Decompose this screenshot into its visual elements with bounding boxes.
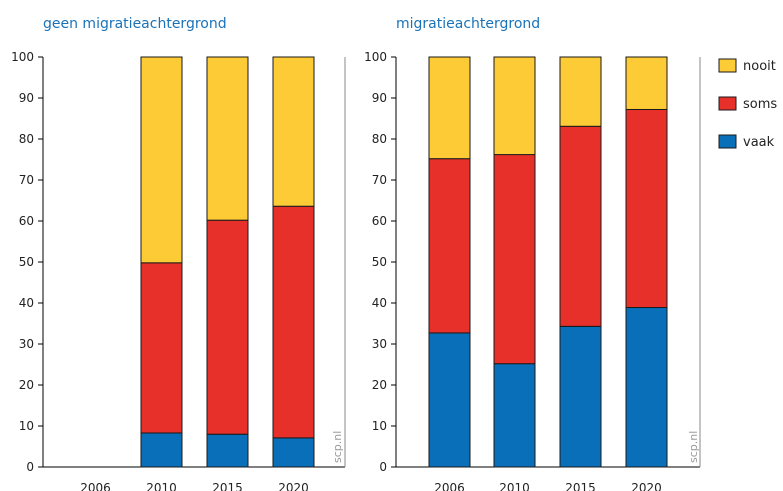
- bar-nooit-2015: [559, 56, 602, 127]
- legend-label-nooit: nooit: [743, 59, 776, 74]
- y-tick-label: 100: [11, 50, 34, 64]
- bar-vaak-2010: [140, 432, 183, 468]
- bar-soms-2015: [206, 219, 249, 435]
- x-tick-label: 2015: [212, 481, 243, 491]
- y-tick-label: 20: [372, 378, 387, 392]
- bar-vaak-2015: [206, 433, 249, 468]
- bar-vaak-2020: [625, 307, 668, 468]
- bar-soms-2010: [140, 262, 183, 434]
- y-tick-label: 30: [372, 337, 387, 351]
- bar-soms-2020: [272, 205, 315, 439]
- y-tick-label: 60: [372, 214, 387, 228]
- bar-nooit-2020: [272, 56, 315, 207]
- bar-nooit-2010: [140, 56, 183, 264]
- x-tick-label: 2010: [146, 481, 177, 491]
- y-tick-label: 10: [372, 419, 387, 433]
- y-tick-label: 60: [19, 214, 34, 228]
- x-tick-label: 2006: [80, 481, 111, 491]
- legend: nooit soms vaak: [718, 58, 777, 150]
- y-tick-label: 70: [372, 173, 387, 187]
- panel-title: geen migratieachtergrond: [43, 16, 227, 32]
- x-tick-label: 2015: [565, 481, 596, 491]
- y-tick-label: 50: [372, 255, 387, 269]
- legend-swatch-vaak: [718, 134, 737, 149]
- bar-nooit-2006: [428, 56, 471, 160]
- source-watermark: scp.nl: [687, 431, 700, 463]
- bar-soms-2015: [559, 125, 602, 327]
- y-tick-label: 20: [19, 378, 34, 392]
- y-tick-label: 30: [19, 337, 34, 351]
- x-tick-label: 2010: [499, 481, 530, 491]
- source-watermark: scp.nl: [331, 431, 344, 463]
- y-tick-label: 80: [19, 132, 34, 146]
- y-tick-label: 40: [19, 296, 34, 310]
- bar-nooit-2015: [206, 56, 249, 221]
- bar-vaak-2020: [272, 437, 315, 468]
- y-tick-label: 90: [19, 91, 34, 105]
- bar-vaak-2006: [428, 332, 471, 468]
- y-tick-label: 10: [19, 419, 34, 433]
- y-tick-label: 0: [26, 460, 34, 474]
- legend-label-soms: soms: [743, 97, 777, 112]
- legend-swatch-nooit: [718, 58, 737, 73]
- bar-vaak-2010: [493, 363, 536, 468]
- y-tick-label: 50: [19, 255, 34, 269]
- panel-title: migratieachtergrond: [396, 16, 540, 32]
- chart-panel-1: geen migratieachtergrond 0 10 20 30 40 50 60 70 8…: [11, 16, 346, 491]
- bar-soms-2006: [428, 158, 471, 334]
- bar-nooit-2010: [493, 56, 536, 156]
- bar-soms-2010: [493, 154, 536, 365]
- bar-vaak-2015: [559, 325, 602, 468]
- y-tick-label: 40: [372, 296, 387, 310]
- y-tick-label: 0: [379, 460, 387, 474]
- x-tick-label: 2020: [631, 481, 662, 491]
- x-tick-label: 2020: [278, 481, 309, 491]
- chart-panel-2: migratieachtergrond 0 10 20 30 40 50 60 70 80 90 10…: [364, 16, 701, 491]
- legend-label-vaak: vaak: [743, 135, 775, 150]
- bar-soms-2020: [625, 108, 668, 309]
- y-tick-label: 90: [372, 91, 387, 105]
- y-tick-label: 100: [364, 50, 387, 64]
- bar-nooit-2020: [625, 56, 668, 110]
- legend-swatch-soms: [718, 96, 737, 111]
- x-tick-label: 2006: [434, 481, 465, 491]
- y-tick-label: 70: [19, 173, 34, 187]
- y-tick-label: 80: [372, 132, 387, 146]
